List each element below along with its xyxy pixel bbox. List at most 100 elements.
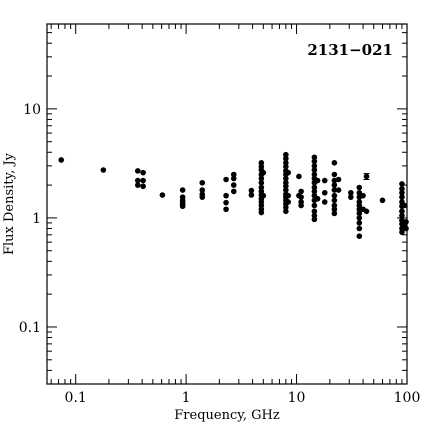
data-point	[331, 187, 338, 193]
data-point	[283, 204, 289, 211]
data-point	[179, 187, 186, 193]
y-tick-labels: 0.1 1 10	[19, 102, 41, 336]
data-point	[356, 233, 363, 239]
data-point	[399, 189, 405, 196]
data-point	[403, 225, 409, 232]
data-point	[311, 163, 318, 169]
data-point	[230, 188, 237, 195]
data-point	[223, 206, 229, 213]
data-point	[348, 194, 354, 200]
data-point	[399, 181, 405, 187]
data-point	[331, 210, 338, 217]
data-point	[134, 177, 141, 184]
data-point	[283, 155, 289, 162]
data-point	[140, 177, 146, 184]
error-bars	[363, 173, 405, 221]
data-point	[356, 215, 363, 221]
data-point	[311, 154, 318, 161]
data-point	[179, 203, 186, 210]
data-points	[58, 151, 409, 239]
data-point	[298, 188, 304, 195]
data-point	[331, 160, 338, 166]
data-point	[223, 176, 229, 183]
data-point	[363, 208, 370, 215]
data-point	[331, 182, 338, 188]
data-point	[356, 225, 363, 232]
data-point	[314, 177, 321, 184]
data-point	[356, 184, 363, 191]
data-point	[260, 192, 267, 199]
data-point	[296, 173, 302, 180]
data-point	[223, 192, 229, 199]
data-point	[134, 182, 141, 188]
data-point	[258, 160, 265, 166]
data-point	[283, 151, 289, 158]
data-point	[298, 194, 304, 200]
data-point	[403, 219, 409, 225]
data-point	[199, 194, 206, 200]
x-tick-labels: 0.1 1 10 100	[65, 390, 421, 406]
data-point	[258, 209, 265, 216]
data-point	[363, 173, 370, 180]
data-point	[159, 192, 166, 198]
data-point	[311, 167, 318, 173]
data-point	[285, 199, 292, 205]
data-point	[311, 202, 318, 209]
data-point	[331, 192, 338, 199]
data-point	[283, 208, 289, 215]
data-point	[283, 160, 289, 166]
data-point	[348, 189, 354, 196]
data-point	[199, 187, 206, 193]
data-point	[134, 168, 141, 174]
data-point	[248, 192, 255, 198]
data-point	[100, 167, 107, 173]
data-point	[321, 189, 328, 196]
data-point	[283, 187, 289, 193]
x-tick-label: 0.1	[65, 390, 87, 406]
data-point	[311, 188, 318, 195]
y-tick-label: 10	[23, 102, 41, 118]
data-point	[311, 171, 318, 178]
data-point	[311, 184, 318, 191]
data-point	[399, 185, 405, 192]
y-axis-label: Flux Density, Jy	[2, 152, 17, 255]
x-tick-label: 1	[182, 390, 191, 406]
x-tick-label: 10	[288, 390, 306, 406]
data-point	[58, 157, 65, 163]
data-point	[230, 175, 237, 182]
data-point	[399, 194, 405, 200]
data-point	[140, 169, 146, 176]
data-point	[258, 175, 265, 182]
data-point	[356, 210, 363, 217]
data-point	[248, 187, 255, 194]
y-tick-label: 0.1	[19, 320, 41, 336]
data-point	[331, 206, 338, 213]
data-point	[230, 182, 237, 188]
data-point	[314, 195, 321, 202]
data-point	[258, 179, 265, 186]
data-point	[285, 192, 292, 199]
source-label: 2131−021	[307, 41, 393, 59]
data-point	[298, 202, 304, 209]
data-point	[335, 187, 342, 193]
y-tick-label: 1	[32, 211, 41, 227]
data-point	[399, 212, 405, 219]
data-point	[140, 183, 146, 190]
data-point	[285, 169, 292, 176]
data-point	[321, 177, 328, 184]
data-point	[230, 171, 237, 178]
data-point	[331, 171, 338, 178]
data-point	[311, 158, 318, 165]
data-point	[379, 197, 386, 204]
data-point	[360, 192, 366, 199]
data-point	[311, 216, 318, 223]
plot-frame	[46, 23, 408, 385]
axis-ticks	[47, 23, 408, 385]
data-point	[283, 163, 289, 170]
data-point	[399, 229, 405, 235]
data-point	[223, 199, 229, 206]
data-point	[283, 175, 289, 182]
data-point	[335, 176, 342, 183]
x-axis-label: Frequency, GHz	[174, 408, 280, 423]
